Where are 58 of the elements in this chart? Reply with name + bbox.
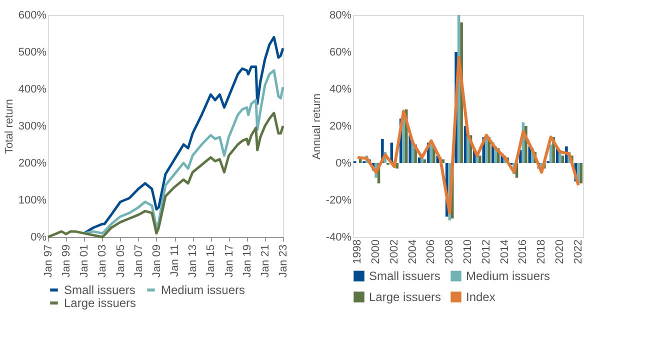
x-tick-label: 2000: [370, 240, 382, 264]
x-tick-label: 2008: [444, 240, 456, 264]
y-tick-label: 600%: [18, 10, 47, 22]
y-tick-label: 0%: [30, 232, 47, 244]
legend-label: Medium issuers: [161, 283, 246, 297]
x-tick-label: 2018: [536, 240, 548, 264]
line-series: [46, 112, 284, 238]
x-tick-label: 2014: [498, 240, 511, 264]
x-tick-label: 1998: [352, 240, 364, 264]
y-tick-label: 100%: [18, 194, 47, 206]
y-tick-label: 40%: [329, 84, 352, 96]
legend-label: Large issuers: [369, 290, 442, 304]
x-tick-label: 2004: [406, 240, 419, 264]
y-tick-label: 60%: [329, 46, 352, 58]
legend-label: Small issuers: [369, 269, 440, 284]
y-tick-label: -20%: [326, 194, 352, 206]
x-tick-label: Jan 99: [60, 244, 73, 278]
x-tick-label: Jan 01: [78, 244, 91, 278]
x-tick-label: Jan 11: [169, 244, 182, 277]
y-tick-label: 0%: [336, 158, 352, 170]
x-tick-label: Jan 19: [241, 244, 254, 278]
x-tick-label: 2002: [388, 240, 400, 264]
legend-label: Medium issuers: [466, 269, 550, 284]
legend-label: Small issuers: [64, 283, 136, 297]
x-tick-label: Jan 03: [96, 244, 109, 278]
bar: [561, 156, 564, 163]
x-tick-label: 2012: [480, 240, 492, 264]
legend-label: Index: [466, 290, 496, 304]
y-tick-label: 300%: [18, 120, 47, 132]
x-tick-label: 2016: [517, 240, 530, 264]
x-tick-label: Jan 13: [187, 244, 200, 278]
y-tick-label: 20%: [329, 120, 352, 132]
x-tick-label: Jan 21: [259, 244, 272, 278]
bar: [580, 163, 583, 184]
y-tick-label: 500%: [18, 46, 47, 58]
y-tick-label: -40%: [326, 232, 352, 244]
y-axis-title: Total return: [3, 98, 16, 154]
x-tick-label: 2010: [462, 240, 474, 264]
bar: [478, 156, 482, 163]
line-series: [356, 56, 580, 214]
x-tick-label: Jan 17: [223, 244, 236, 278]
line-series: [82, 36, 284, 235]
x-tick-label: 2022: [572, 240, 584, 264]
y-tick-label: 80%: [329, 10, 352, 22]
x-tick-label: Jan 23: [278, 244, 290, 278]
y-tick-label: 200%: [18, 158, 47, 170]
legend-label: Large issuers: [64, 296, 136, 310]
x-tick-label: 2006: [425, 240, 438, 264]
x-tick-label: Jan 97: [42, 244, 54, 278]
x-tick-label: Jan 15: [205, 244, 218, 278]
line-series: [82, 69, 284, 235]
bar: [418, 157, 421, 163]
x-tick-label: 2020: [554, 240, 566, 264]
x-tick-label: Jan 07: [132, 244, 145, 278]
y-axis-title: Annual return: [310, 93, 323, 160]
x-tick-label: Jan 09: [150, 244, 163, 278]
y-tick-label: 400%: [18, 84, 47, 96]
x-tick-label: Jan 05: [114, 244, 127, 278]
